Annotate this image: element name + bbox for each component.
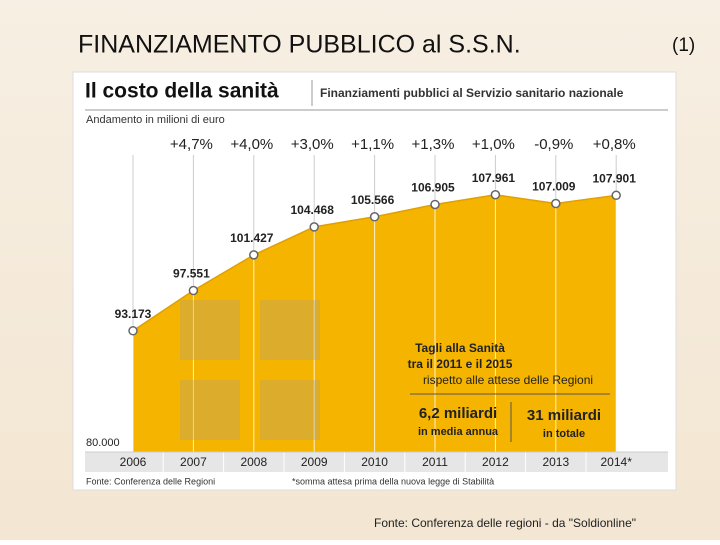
- point: [188, 285, 199, 296]
- point: [128, 326, 138, 336]
- x-axis-band: [85, 452, 668, 472]
- slide-source: Fonte: Conferenza delle regioni - da "So…: [374, 516, 636, 530]
- x-tick-label: 2007: [180, 455, 207, 469]
- point: [490, 190, 501, 200]
- chart-subtitle: Finanziamenti pubblici al Servizio sanit…: [320, 86, 624, 100]
- growth-label: -0,9%: [534, 136, 573, 153]
- point: [551, 198, 561, 209]
- annotation: rispetto alle attese delle Regioni: [423, 373, 593, 387]
- point: [309, 222, 319, 232]
- footnote: *somma attesa prima della nuova legge di…: [292, 476, 494, 486]
- x-tick-label: 2014*: [601, 455, 633, 469]
- x-tick-label: 2006: [120, 455, 147, 469]
- point: [611, 190, 621, 201]
- point: [249, 250, 259, 260]
- slide-title: FINANZIAMENTO PUBBLICO al S.S.N.: [78, 31, 521, 59]
- x-tick-label: 2013: [542, 455, 569, 469]
- value-label: 106.905: [411, 181, 455, 195]
- logo: [180, 300, 320, 440]
- point: [369, 212, 380, 222]
- growth-label: +1,3%: [412, 136, 455, 153]
- x-tick-label: 2009: [301, 455, 328, 469]
- chart-source: Fonte: Conferenza delle Regioni: [86, 476, 215, 486]
- slide-number: (1): [672, 35, 695, 56]
- growth-label: +3,0%: [291, 136, 334, 153]
- chart-border: [72, 71, 677, 491]
- chart-title: Il costo della sanità: [85, 80, 279, 103]
- annotation: 31 miliardi: [527, 407, 601, 424]
- y-axis-label: Andamento in milioni di euro: [86, 114, 225, 126]
- value-label: 101.427: [230, 231, 274, 245]
- annotation: in totale: [543, 428, 585, 440]
- annotation: in media annua: [418, 426, 499, 438]
- annotation: tra il 2011 e il 2015: [408, 357, 513, 371]
- annotation: Tagli alla Sanità: [415, 341, 505, 355]
- plot: 2006 2007 2008 2009 2010 2011 2012 2013 2014* 80.…: [85, 136, 668, 472]
- x-tick-label: 2010: [361, 455, 388, 469]
- value-label: 105.566: [351, 193, 395, 207]
- value-label: 107.961: [472, 171, 516, 185]
- growth-label: +0,8%: [593, 136, 636, 153]
- x-tick-label: 2011: [422, 455, 448, 469]
- x-tick-label: 2008: [240, 455, 267, 469]
- y-tick-label: 80.000: [86, 437, 120, 449]
- point: [430, 199, 440, 210]
- growth-label: +1,1%: [351, 136, 394, 153]
- growth-label: +4,0%: [230, 136, 273, 153]
- value-label: 104.468: [291, 203, 335, 217]
- value-label: 97.551: [173, 267, 210, 281]
- growth-label: +1,0%: [472, 136, 515, 153]
- x-tick-label: 2012: [482, 455, 509, 469]
- annotation: 6,2 miliardi: [419, 405, 497, 422]
- growth-label: +4,7%: [170, 136, 213, 153]
- value-label: 107.901: [593, 171, 637, 185]
- value-label: 93.173: [115, 307, 152, 321]
- value-label: 107.009: [532, 180, 576, 194]
